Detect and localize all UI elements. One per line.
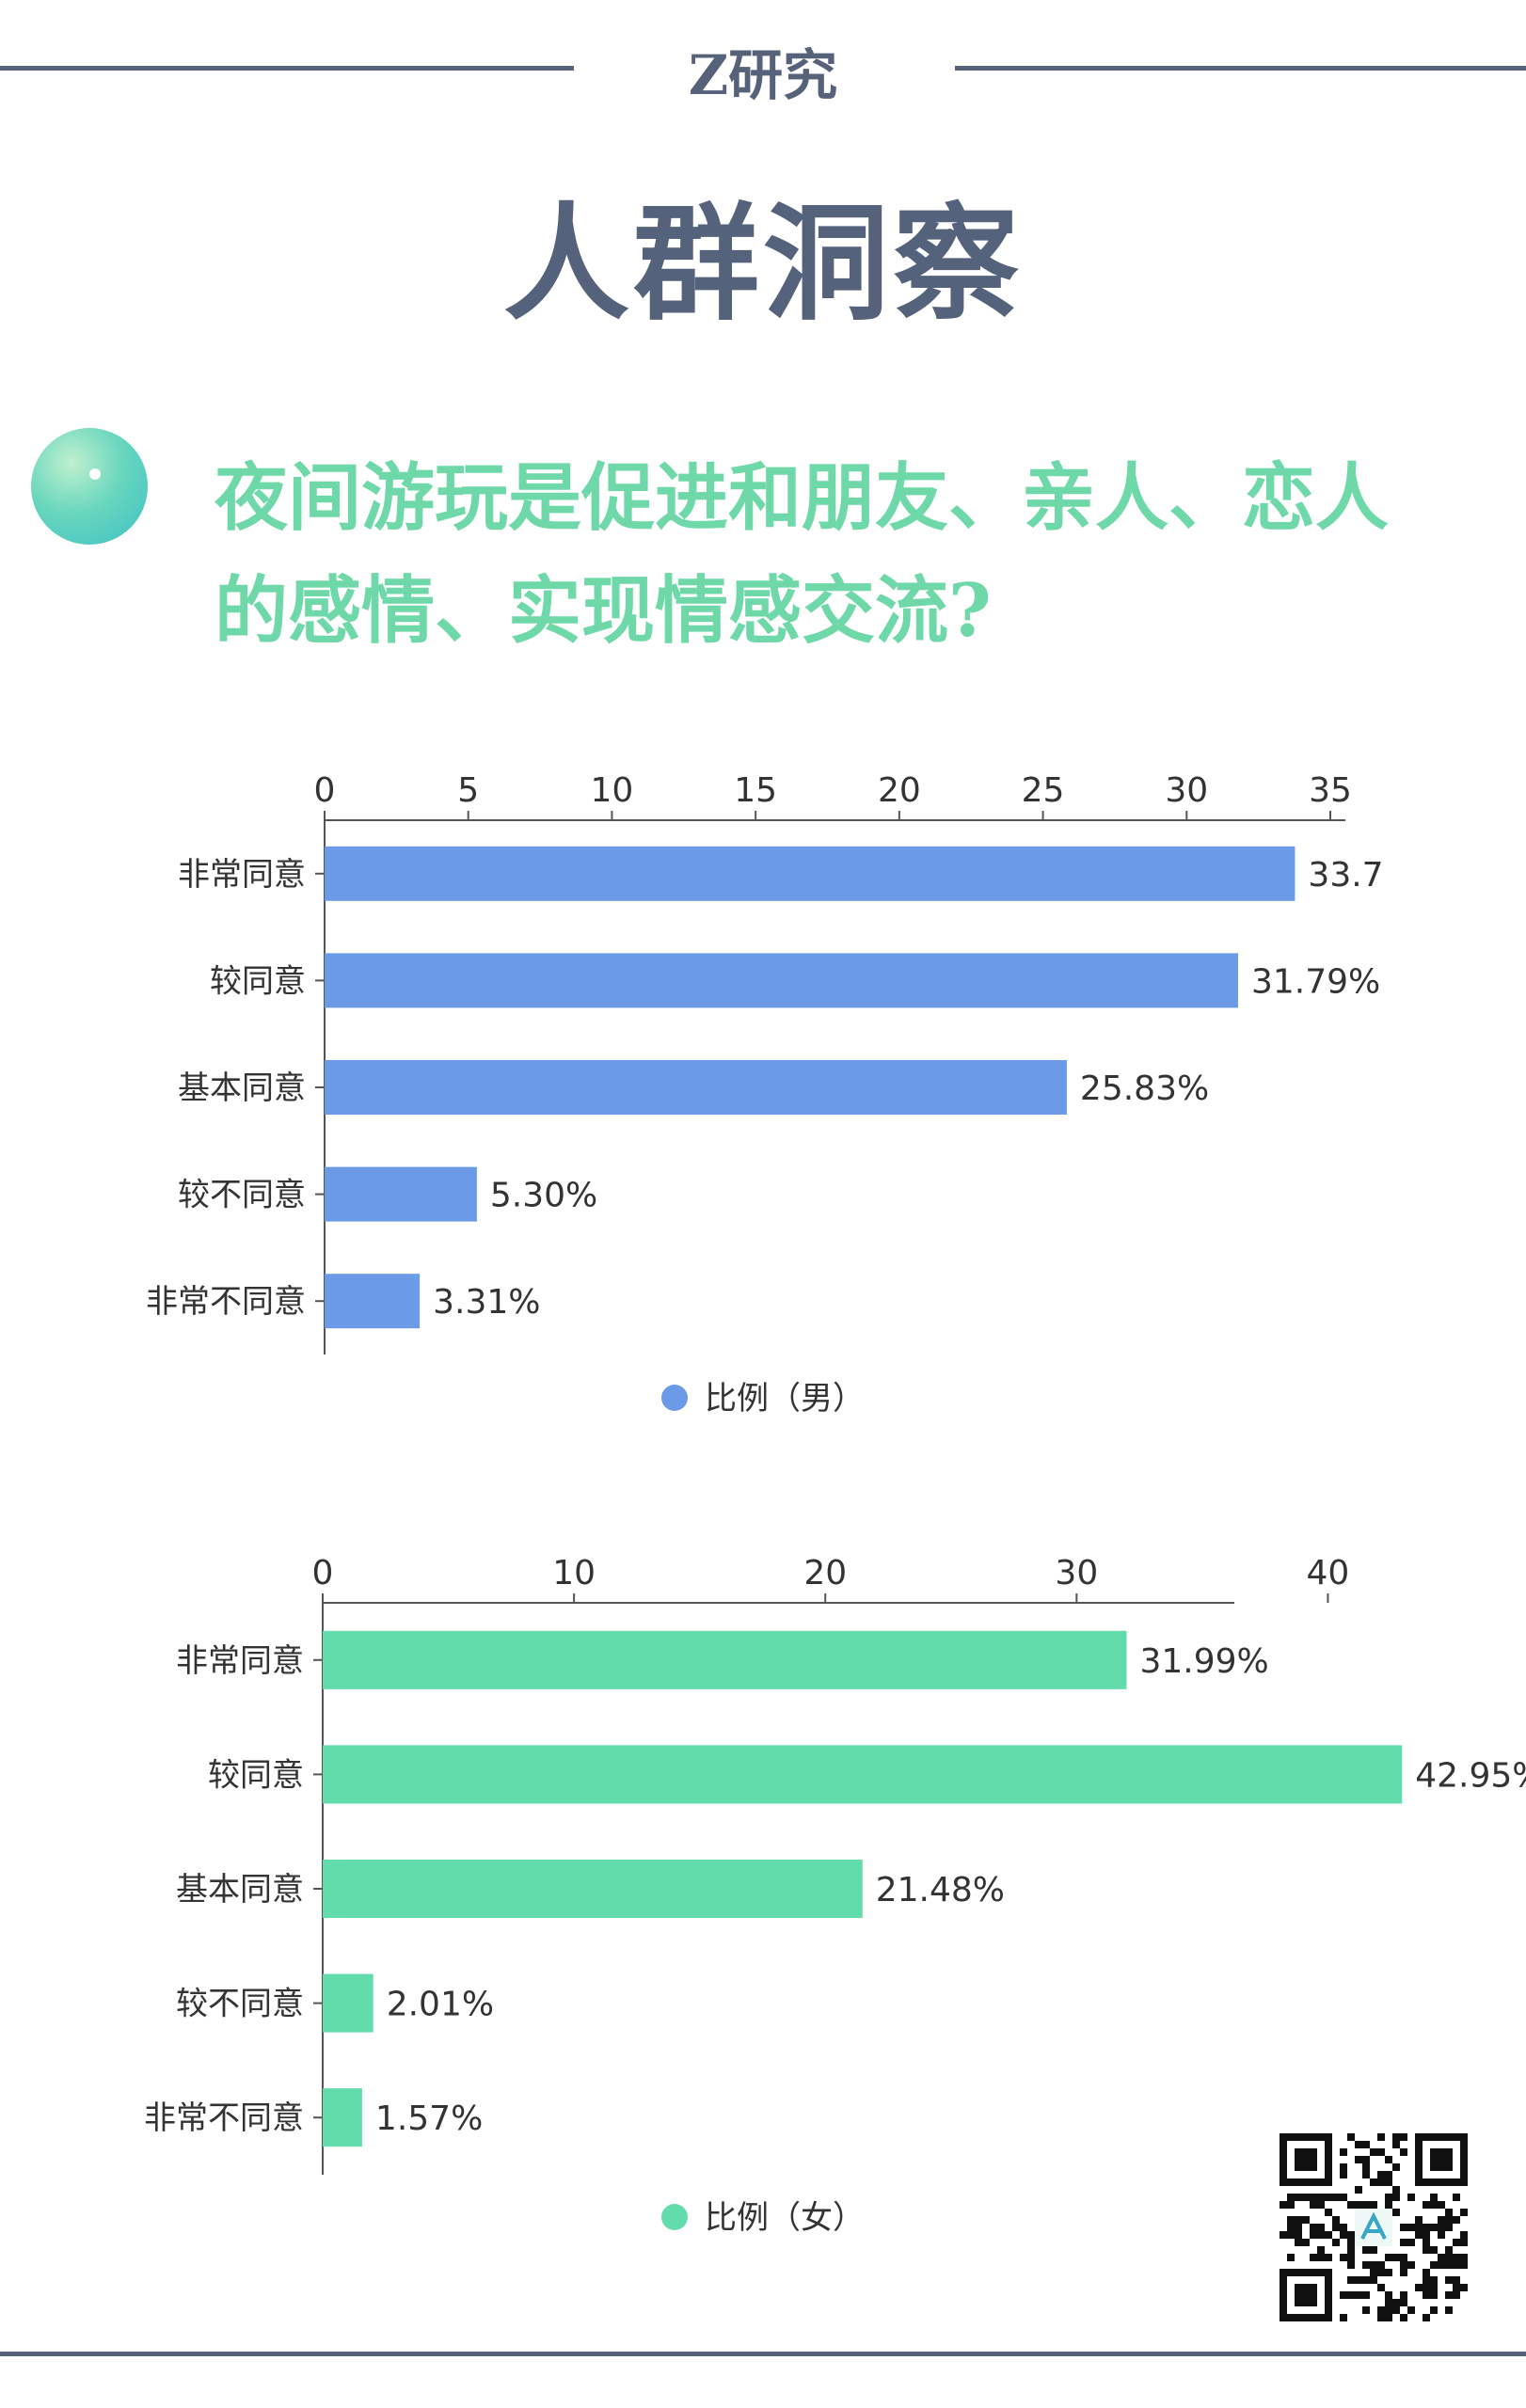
- female-bar-chart: 0 10 20 30 40 非常同意 31.99% 较同意 42.95% 基本同意 21.48% 较不…: [144, 1554, 1526, 2175]
- x-tick-label: 10: [591, 771, 634, 810]
- category-label: 非常同意: [178, 856, 306, 894]
- footer-rule: [0, 2352, 1526, 2356]
- brand-title: Z研究: [688, 43, 838, 107]
- x-tick-label: 40: [1307, 1554, 1350, 1592]
- category-label: 非常不同意: [146, 1283, 306, 1321]
- data-label: 2.01%: [387, 1986, 494, 2024]
- data-label: 42.95%: [1415, 1756, 1526, 1795]
- category-label: 较同意: [210, 962, 306, 1000]
- female-legend-label: 比例（女）: [705, 2199, 865, 2237]
- question-text: 夜间游玩是促进和朋友、亲人、恋人的感情、实现情感交流?: [215, 455, 1390, 654]
- bar: [325, 1274, 421, 1329]
- category-label: 较不同意: [178, 1177, 306, 1214]
- x-tick-label: 35: [1309, 771, 1352, 810]
- category-label: 基本同意: [178, 1069, 306, 1107]
- category-label: 较不同意: [176, 1986, 304, 2023]
- data-label: 33.7: [1308, 856, 1383, 895]
- x-tick-label: 30: [1165, 771, 1208, 810]
- female-legend: 比例（女）: [0, 2197, 1526, 2239]
- bar: [323, 1630, 1127, 1689]
- x-tick-label: 0: [312, 1554, 334, 1592]
- category-label: 较同意: [208, 1756, 304, 1794]
- data-label: 25.83%: [1080, 1069, 1209, 1108]
- male-bar-chart: 0 5 10 15 20 25 30 35 非常同意 33.7 较同意 31.79% 基本同意 25.83…: [146, 771, 1384, 1354]
- data-label: 1.57%: [375, 2099, 483, 2138]
- data-label: 31.79%: [1251, 962, 1380, 1001]
- female-legend-dot: [661, 2203, 688, 2230]
- x-tick-label: 20: [803, 1554, 847, 1592]
- male-legend: 比例（男）: [0, 1378, 1526, 1419]
- data-label: 3.31%: [433, 1283, 540, 1322]
- bar: [323, 1973, 374, 2033]
- category-label: 非常不同意: [144, 2099, 304, 2137]
- bar: [325, 1166, 477, 1222]
- bar: [323, 1860, 863, 1918]
- bar: [325, 1060, 1067, 1115]
- header-rule-right: [955, 66, 1526, 71]
- male-legend-dot: [661, 1384, 688, 1411]
- category-label: 非常同意: [176, 1642, 304, 1680]
- bar: [325, 953, 1238, 1008]
- category-label: 基本同意: [176, 1871, 304, 1909]
- x-tick-label: 20: [878, 771, 921, 810]
- male-legend-label: 比例（男）: [705, 1380, 865, 1418]
- x-tick-label: 5: [457, 771, 479, 810]
- qr-code-icon: [1280, 2133, 1468, 2321]
- bar: [323, 2088, 362, 2147]
- bar: [325, 846, 1296, 901]
- x-tick-label: 15: [734, 771, 777, 810]
- x-tick-label: 10: [552, 1554, 596, 1592]
- page-title: 人群洞察: [502, 189, 1023, 338]
- header-rule-left: [0, 66, 574, 71]
- bar: [323, 1745, 1403, 1804]
- data-label: 5.30%: [490, 1177, 597, 1215]
- x-tick-label: 0: [314, 771, 336, 810]
- data-label: 21.48%: [876, 1871, 1005, 1909]
- x-tick-label: 25: [1022, 771, 1065, 810]
- x-tick-label: 30: [1055, 1554, 1098, 1592]
- data-label: 31.99%: [1139, 1642, 1268, 1681]
- gradient-circle-icon: [31, 428, 148, 545]
